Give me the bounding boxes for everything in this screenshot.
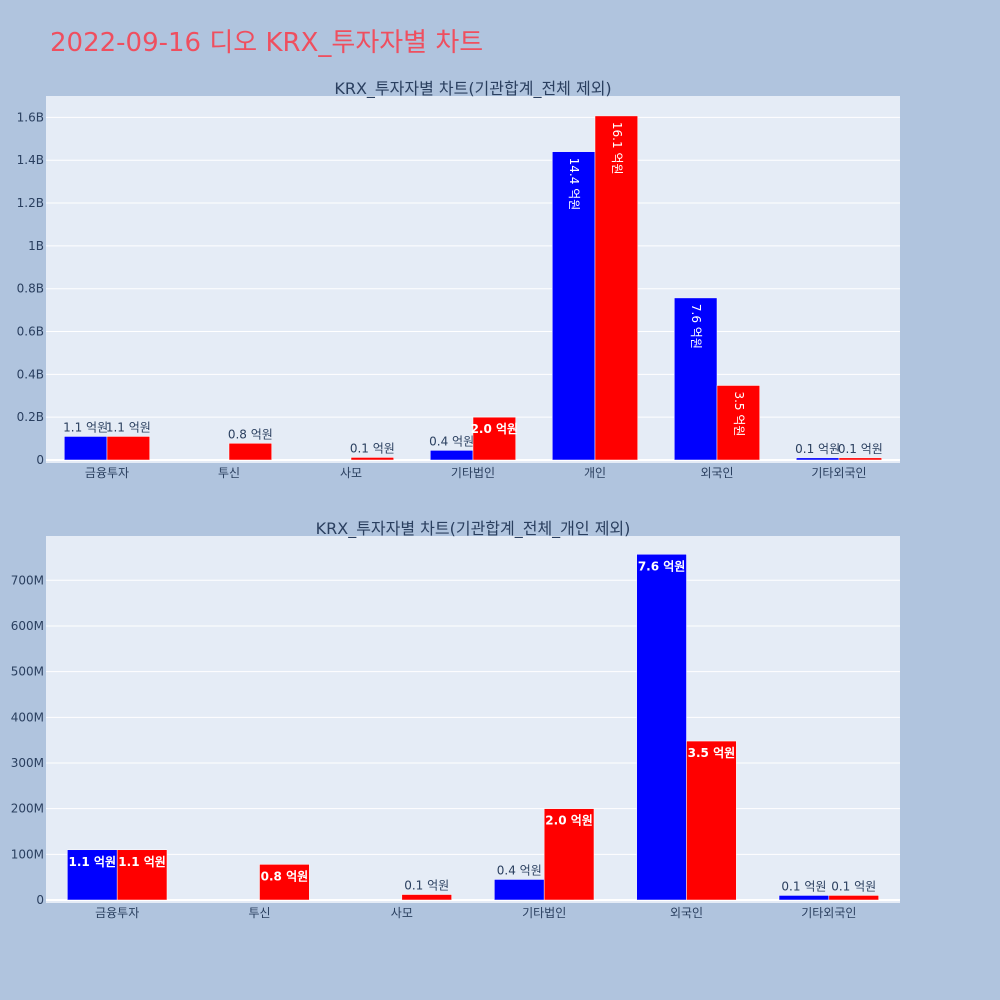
y-tick-label: 300M: [11, 756, 44, 770]
bar: [106, 436, 150, 461]
page-title: 2022-09-16 디오 KRX_투자자별 차트: [50, 28, 484, 58]
subplot-title: KRX_투자자별 차트(기관합계_전체_개인 제외): [316, 519, 631, 539]
data-label: 7.6 억원: [638, 559, 686, 573]
bar: [228, 443, 272, 461]
data-label: 0.1 억원: [404, 879, 449, 893]
y-tick-label: 700M: [11, 573, 44, 587]
x-tick-label: 기타법인: [451, 466, 495, 480]
data-label: 3.5 억원: [688, 746, 736, 760]
x-tick-label: 외국인: [670, 906, 703, 920]
bar: [686, 740, 737, 901]
data-label: 1.1 억원: [68, 855, 116, 869]
data-label: 7.6 억원: [689, 304, 703, 349]
bar: [716, 385, 760, 461]
bar: [472, 416, 516, 461]
y-tick-label: 0: [36, 893, 44, 907]
subplot-title: KRX_투자자별 차트(기관합계_전체 제외): [334, 79, 611, 99]
bar: [350, 457, 394, 461]
data-label: 0.8 억원: [261, 869, 309, 883]
data-label: 0.1 억원: [838, 442, 883, 456]
bar: [259, 864, 310, 901]
plot-area: [46, 536, 900, 903]
x-tick-label: 투신: [248, 906, 270, 920]
data-label: 2.0 억원: [471, 422, 519, 436]
x-tick-label: 기타외국인: [801, 906, 856, 920]
data-label: 0.1 억원: [831, 879, 876, 893]
y-tick-label: 1.4B: [17, 153, 44, 167]
data-label: 0.1 억원: [795, 442, 840, 456]
bar: [828, 895, 879, 901]
x-tick-label: 금융투자: [85, 466, 129, 480]
bar: [778, 895, 830, 901]
x-tick-label: 기타법인: [522, 906, 566, 920]
y-tick-label: 600M: [11, 619, 44, 633]
y-tick-label: 0.8B: [17, 282, 44, 296]
x-tick-label: 투신: [218, 466, 240, 480]
bar: [838, 457, 882, 461]
y-tick-label: 0.2B: [17, 410, 44, 424]
data-label: 3.5 억원: [732, 391, 746, 436]
y-tick-label: 0.6B: [17, 325, 44, 339]
data-label: 16.1 억원: [610, 122, 624, 175]
y-tick-label: 1.6B: [17, 110, 44, 124]
bar: [636, 554, 687, 901]
bar: [552, 151, 596, 461]
y-tick-label: 100M: [11, 847, 44, 861]
y-tick-label: 400M: [11, 710, 44, 724]
y-tick-label: 1B: [28, 239, 44, 253]
x-tick-label: 사모: [391, 906, 413, 920]
data-label: 0.4 억원: [429, 434, 474, 448]
data-label: 0.1 억원: [350, 441, 395, 455]
bar: [494, 879, 545, 901]
y-tick-label: 200M: [11, 802, 44, 816]
bar: [67, 849, 118, 901]
y-tick-label: 500M: [11, 665, 44, 679]
x-tick-label: 금융투자: [95, 906, 139, 920]
data-label: 0.4 억원: [497, 863, 542, 877]
y-tick-label: 0: [36, 453, 44, 467]
bar: [543, 808, 595, 901]
x-tick-label: 기타외국인: [811, 466, 866, 480]
bar: [674, 297, 718, 461]
data-label: 1.1 억원: [106, 420, 151, 434]
y-tick-label: 0.4B: [17, 367, 44, 381]
x-tick-label: 사모: [340, 466, 362, 480]
data-label: 0.8 억원: [228, 427, 273, 441]
data-label: 1.1 억원: [118, 855, 166, 869]
y-tick-label: 1.2B: [17, 196, 44, 210]
x-tick-label: 개인: [584, 466, 606, 480]
x-tick-label: 외국인: [700, 466, 733, 480]
bar: [116, 849, 168, 901]
data-label: 1.1 억원: [63, 420, 108, 434]
data-label: 0.1 억원: [781, 879, 826, 893]
bar: [401, 894, 452, 901]
bar: [594, 115, 638, 461]
data-label: 2.0 억원: [545, 814, 593, 828]
data-label: 14.4 억원: [567, 158, 581, 211]
